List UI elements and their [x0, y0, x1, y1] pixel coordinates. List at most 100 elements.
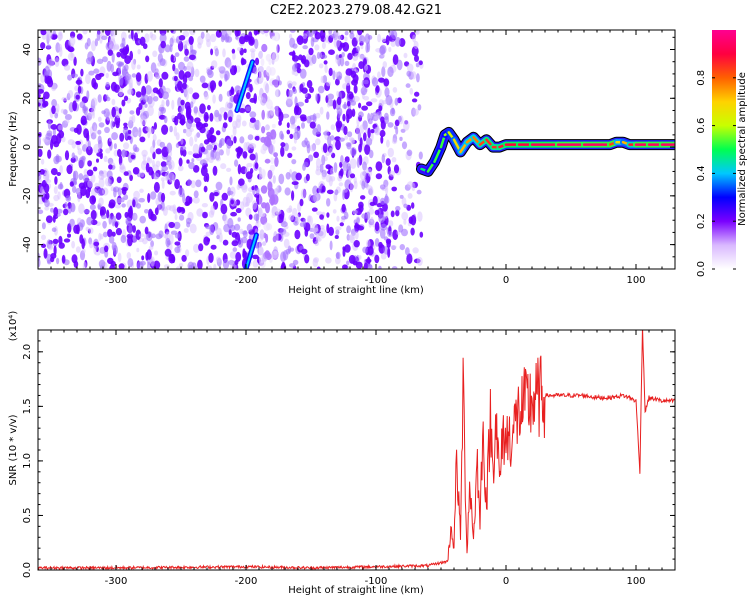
noise-speck: [418, 151, 423, 160]
noise-speck: [39, 169, 45, 175]
noise-speck: [375, 85, 380, 94]
spectrogram-frame: [37, 29, 676, 270]
noise-speck: [101, 35, 108, 41]
noise-speck: [201, 82, 209, 89]
noise-speck: [266, 223, 273, 231]
noise-speck: [206, 265, 213, 269]
noise-speck: [381, 100, 387, 105]
noise-speck: [129, 110, 135, 115]
noise-speck: [304, 254, 310, 264]
noise-speck: [339, 56, 345, 67]
noise-speck: [355, 125, 360, 136]
noise-speck: [305, 173, 310, 182]
noise-speck: [164, 248, 172, 257]
noise-speck: [91, 97, 98, 107]
noise-speck: [313, 192, 319, 203]
noise-speck: [364, 64, 369, 71]
noise-speck: [181, 254, 187, 262]
noise-speck: [217, 66, 225, 71]
noise-speck: [156, 89, 161, 95]
noise-speck: [168, 205, 176, 212]
noise-speck: [275, 208, 282, 215]
noise-speck: [271, 35, 277, 41]
noise-speck: [349, 30, 354, 35]
noise-speck: [237, 164, 242, 175]
noise-speck: [144, 33, 150, 43]
noise-speck: [290, 30, 296, 33]
noise-speck: [312, 30, 317, 35]
noise-speck: [315, 234, 320, 239]
noise-speck: [53, 186, 58, 195]
noise-speck: [235, 199, 241, 206]
noise-speck: [82, 174, 89, 182]
y-tick-label: -20: [22, 188, 33, 204]
noise-speck: [175, 132, 180, 141]
noise-speck: [120, 49, 127, 60]
noise-speck: [189, 30, 196, 36]
noise-speck: [64, 201, 68, 208]
noise-speck: [230, 199, 234, 205]
noise-speck: [350, 147, 357, 157]
noise-speck: [265, 138, 272, 148]
noise-speck: [199, 103, 206, 114]
noise-speck: [389, 170, 395, 177]
noise-speck: [313, 151, 319, 158]
noise-speck: [57, 183, 64, 190]
noise-speck: [118, 107, 122, 114]
noise-speck: [316, 211, 323, 216]
noise-speck: [360, 195, 366, 200]
noise-speck: [139, 36, 146, 46]
noise-speck: [394, 119, 400, 127]
noise-speck: [102, 220, 107, 229]
noise-speck: [160, 192, 166, 203]
noise-speck: [253, 213, 260, 221]
noise-speck: [391, 157, 397, 163]
noise-speck: [232, 53, 236, 60]
noise-speck: [392, 54, 399, 65]
noise-speck: [147, 105, 154, 117]
noise-speck: [309, 114, 317, 121]
noise-speck: [419, 231, 424, 238]
noise-speck: [121, 203, 126, 208]
noise-speck: [199, 126, 206, 134]
noise-speck: [160, 107, 166, 114]
noise-speck: [286, 129, 291, 135]
noise-speck: [358, 111, 364, 118]
y-tick-label: 40: [22, 43, 33, 56]
noise-speck: [336, 215, 340, 222]
noise-speck: [93, 82, 98, 90]
noise-speck: [152, 139, 156, 149]
noise-speck: [117, 149, 122, 157]
noise-speck: [161, 165, 168, 172]
noise-speck: [67, 74, 73, 81]
noise-speck: [169, 190, 176, 196]
x-tick-label: 0: [503, 275, 509, 286]
noise-speck: [387, 247, 391, 258]
noise-speck: [321, 54, 328, 59]
noise-speck: [191, 158, 195, 163]
noise-speck: [169, 125, 173, 133]
noise-speck: [332, 209, 337, 214]
noise-speck: [127, 135, 132, 140]
noise-speck: [360, 86, 368, 96]
noise-speck: [326, 101, 331, 108]
noise-speck: [411, 182, 416, 192]
noise-speck: [86, 90, 90, 100]
noise-speck: [179, 145, 187, 151]
noise-speck: [40, 186, 44, 195]
noise-speck: [154, 69, 160, 79]
noise-speck: [315, 112, 321, 119]
noise-speck: [239, 136, 245, 144]
noise-speck: [299, 68, 307, 79]
noise-speck: [261, 43, 268, 53]
noise-speck: [63, 64, 71, 71]
noise-speck: [319, 106, 324, 115]
noise-speck: [356, 30, 363, 36]
noise-speck: [263, 30, 269, 34]
noise-speck: [242, 230, 248, 238]
noise-speck: [265, 53, 272, 62]
noise-speck: [386, 139, 390, 148]
noise-speck: [134, 131, 141, 136]
noise-speck: [385, 184, 389, 195]
noise-speck: [140, 115, 147, 126]
